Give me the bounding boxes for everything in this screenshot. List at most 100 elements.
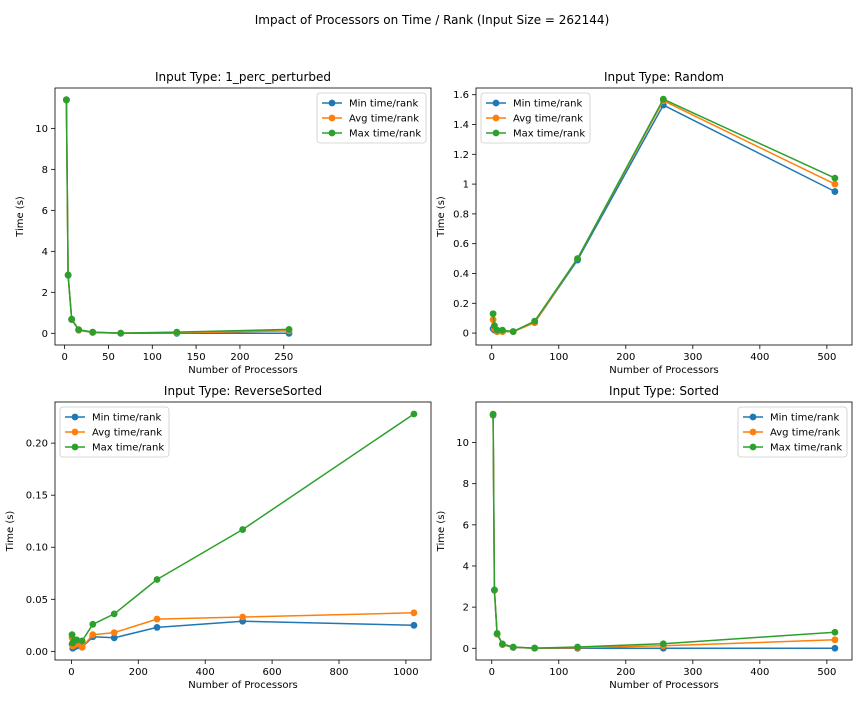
y-tick-label: 6	[463, 520, 469, 531]
legend: Min time/rank Avg time/rank Max time/rank	[59, 406, 170, 458]
data-point	[73, 636, 81, 644]
x-tick-label: 200	[616, 352, 635, 363]
legend: Min time/rank Avg time/rank Max time/rank	[316, 92, 427, 144]
subplot-title: Input Type: 1_perc_perturbed	[155, 70, 331, 84]
data-point	[574, 643, 581, 651]
y-axis-label: Time (s)	[5, 511, 16, 553]
data-point	[153, 624, 161, 631]
plot-frame	[475, 401, 853, 661]
legend-label: Avg time/rank	[513, 114, 583, 125]
y-tick-label: 2	[42, 288, 48, 299]
data-point	[659, 640, 667, 648]
data-point	[89, 620, 97, 628]
y-tick-label: 0.20	[26, 439, 48, 450]
x-tick-label: 500	[817, 352, 836, 363]
data-point	[239, 526, 247, 533]
x-tick-label: 0	[489, 352, 495, 363]
legend-label: Min time/rank	[770, 413, 839, 424]
legend-marker	[71, 428, 79, 436]
y-tick-label: 0	[463, 329, 469, 340]
data-point	[89, 328, 97, 336]
series-max	[62, 96, 293, 337]
x-tick-label: 50	[102, 352, 115, 363]
x-tick-label: 1000	[393, 667, 418, 678]
legend-label: Min time/rank	[92, 413, 161, 424]
x-tick-label: 0	[68, 667, 74, 678]
data-point	[110, 629, 118, 637]
x-tick-label: 200	[616, 667, 635, 678]
x-tick-label: 800	[329, 667, 348, 678]
x-tick-label: 100	[143, 352, 162, 363]
figure-title: Impact of Processors on Time / Rank (Inp…	[255, 13, 610, 27]
data-point	[64, 271, 72, 279]
x-axis-label: Number of Processors	[609, 365, 719, 376]
y-tick-label: 0.4	[453, 269, 469, 280]
x-tick-label: 250	[274, 352, 293, 363]
data-point	[831, 628, 839, 636]
data-point	[410, 410, 418, 418]
x-tick-label: 400	[196, 667, 215, 678]
y-tick-label: 0.05	[26, 595, 48, 606]
series-max	[68, 410, 418, 647]
y-tick-label: 1.2	[453, 150, 469, 161]
x-tick-label: 300	[683, 667, 702, 678]
legend-box	[480, 92, 591, 144]
x-tick-label: 500	[817, 667, 836, 678]
plot-frame	[54, 87, 432, 346]
x-tick-label: 300	[683, 352, 702, 363]
y-tick-label: 4	[42, 247, 48, 258]
y-tick-label: 1.6	[453, 90, 469, 101]
data-point	[153, 615, 161, 623]
series-line	[65, 99, 290, 334]
data-point	[173, 328, 181, 336]
data-point	[153, 576, 161, 583]
legend-marker	[71, 413, 79, 421]
data-point	[831, 644, 839, 652]
y-tick-label: 0.2	[453, 299, 469, 310]
series-min	[62, 96, 293, 337]
data-point	[831, 188, 839, 195]
y-tick-label: 0	[463, 644, 469, 655]
x-tick-label: 200	[129, 667, 148, 678]
x-tick-label: 0	[489, 667, 495, 678]
data-point	[78, 637, 86, 645]
subplot-2: Input Type: Random 0 100 200 300 400 500 0 0.2 0.…	[436, 70, 853, 376]
y-tick-label: 0.00	[26, 647, 48, 658]
legend-label: Avg time/rank	[92, 428, 162, 439]
data-point	[499, 640, 506, 648]
plot-frame	[54, 401, 432, 661]
subplot-title: Input Type: Random	[604, 70, 724, 84]
x-axis-label: Number of Processors	[188, 365, 298, 376]
subplot-3: Input Type: ReverseSorted 0 200 400 600 800 10…	[5, 384, 432, 691]
legend-box	[316, 92, 427, 144]
data-point	[110, 610, 118, 618]
x-tick-label: 400	[750, 667, 769, 678]
x-tick-label: 100	[549, 667, 568, 678]
data-point	[493, 630, 501, 637]
data-point	[75, 326, 83, 334]
y-tick-label: 1.4	[453, 120, 469, 131]
data-point	[89, 631, 97, 639]
y-tick-label: 10	[35, 124, 48, 135]
legend-box	[737, 406, 848, 458]
series-max	[489, 95, 839, 335]
series-line	[65, 99, 290, 334]
y-tick-label: 10	[456, 438, 469, 449]
y-tick-label: 8	[463, 479, 469, 490]
legend-marker	[749, 443, 757, 451]
y-tick-label: 4	[463, 561, 469, 572]
data-point	[110, 634, 118, 642]
legend-label: Max time/rank	[513, 129, 585, 140]
y-tick-label: 0.8	[453, 209, 469, 220]
data-point	[410, 621, 418, 629]
legend-marker	[71, 443, 79, 451]
data-point	[239, 613, 247, 621]
legend-label: Max time/rank	[770, 443, 842, 454]
legend-marker	[749, 413, 757, 421]
subplot-title: Input Type: ReverseSorted	[164, 384, 322, 398]
data-point	[410, 609, 418, 617]
data-point	[659, 95, 667, 103]
subplot-4: Input Type: Sorted 0 100 200 300 400 500 0 2 4 6 8 1…	[436, 384, 853, 691]
plot-frame	[475, 87, 853, 346]
